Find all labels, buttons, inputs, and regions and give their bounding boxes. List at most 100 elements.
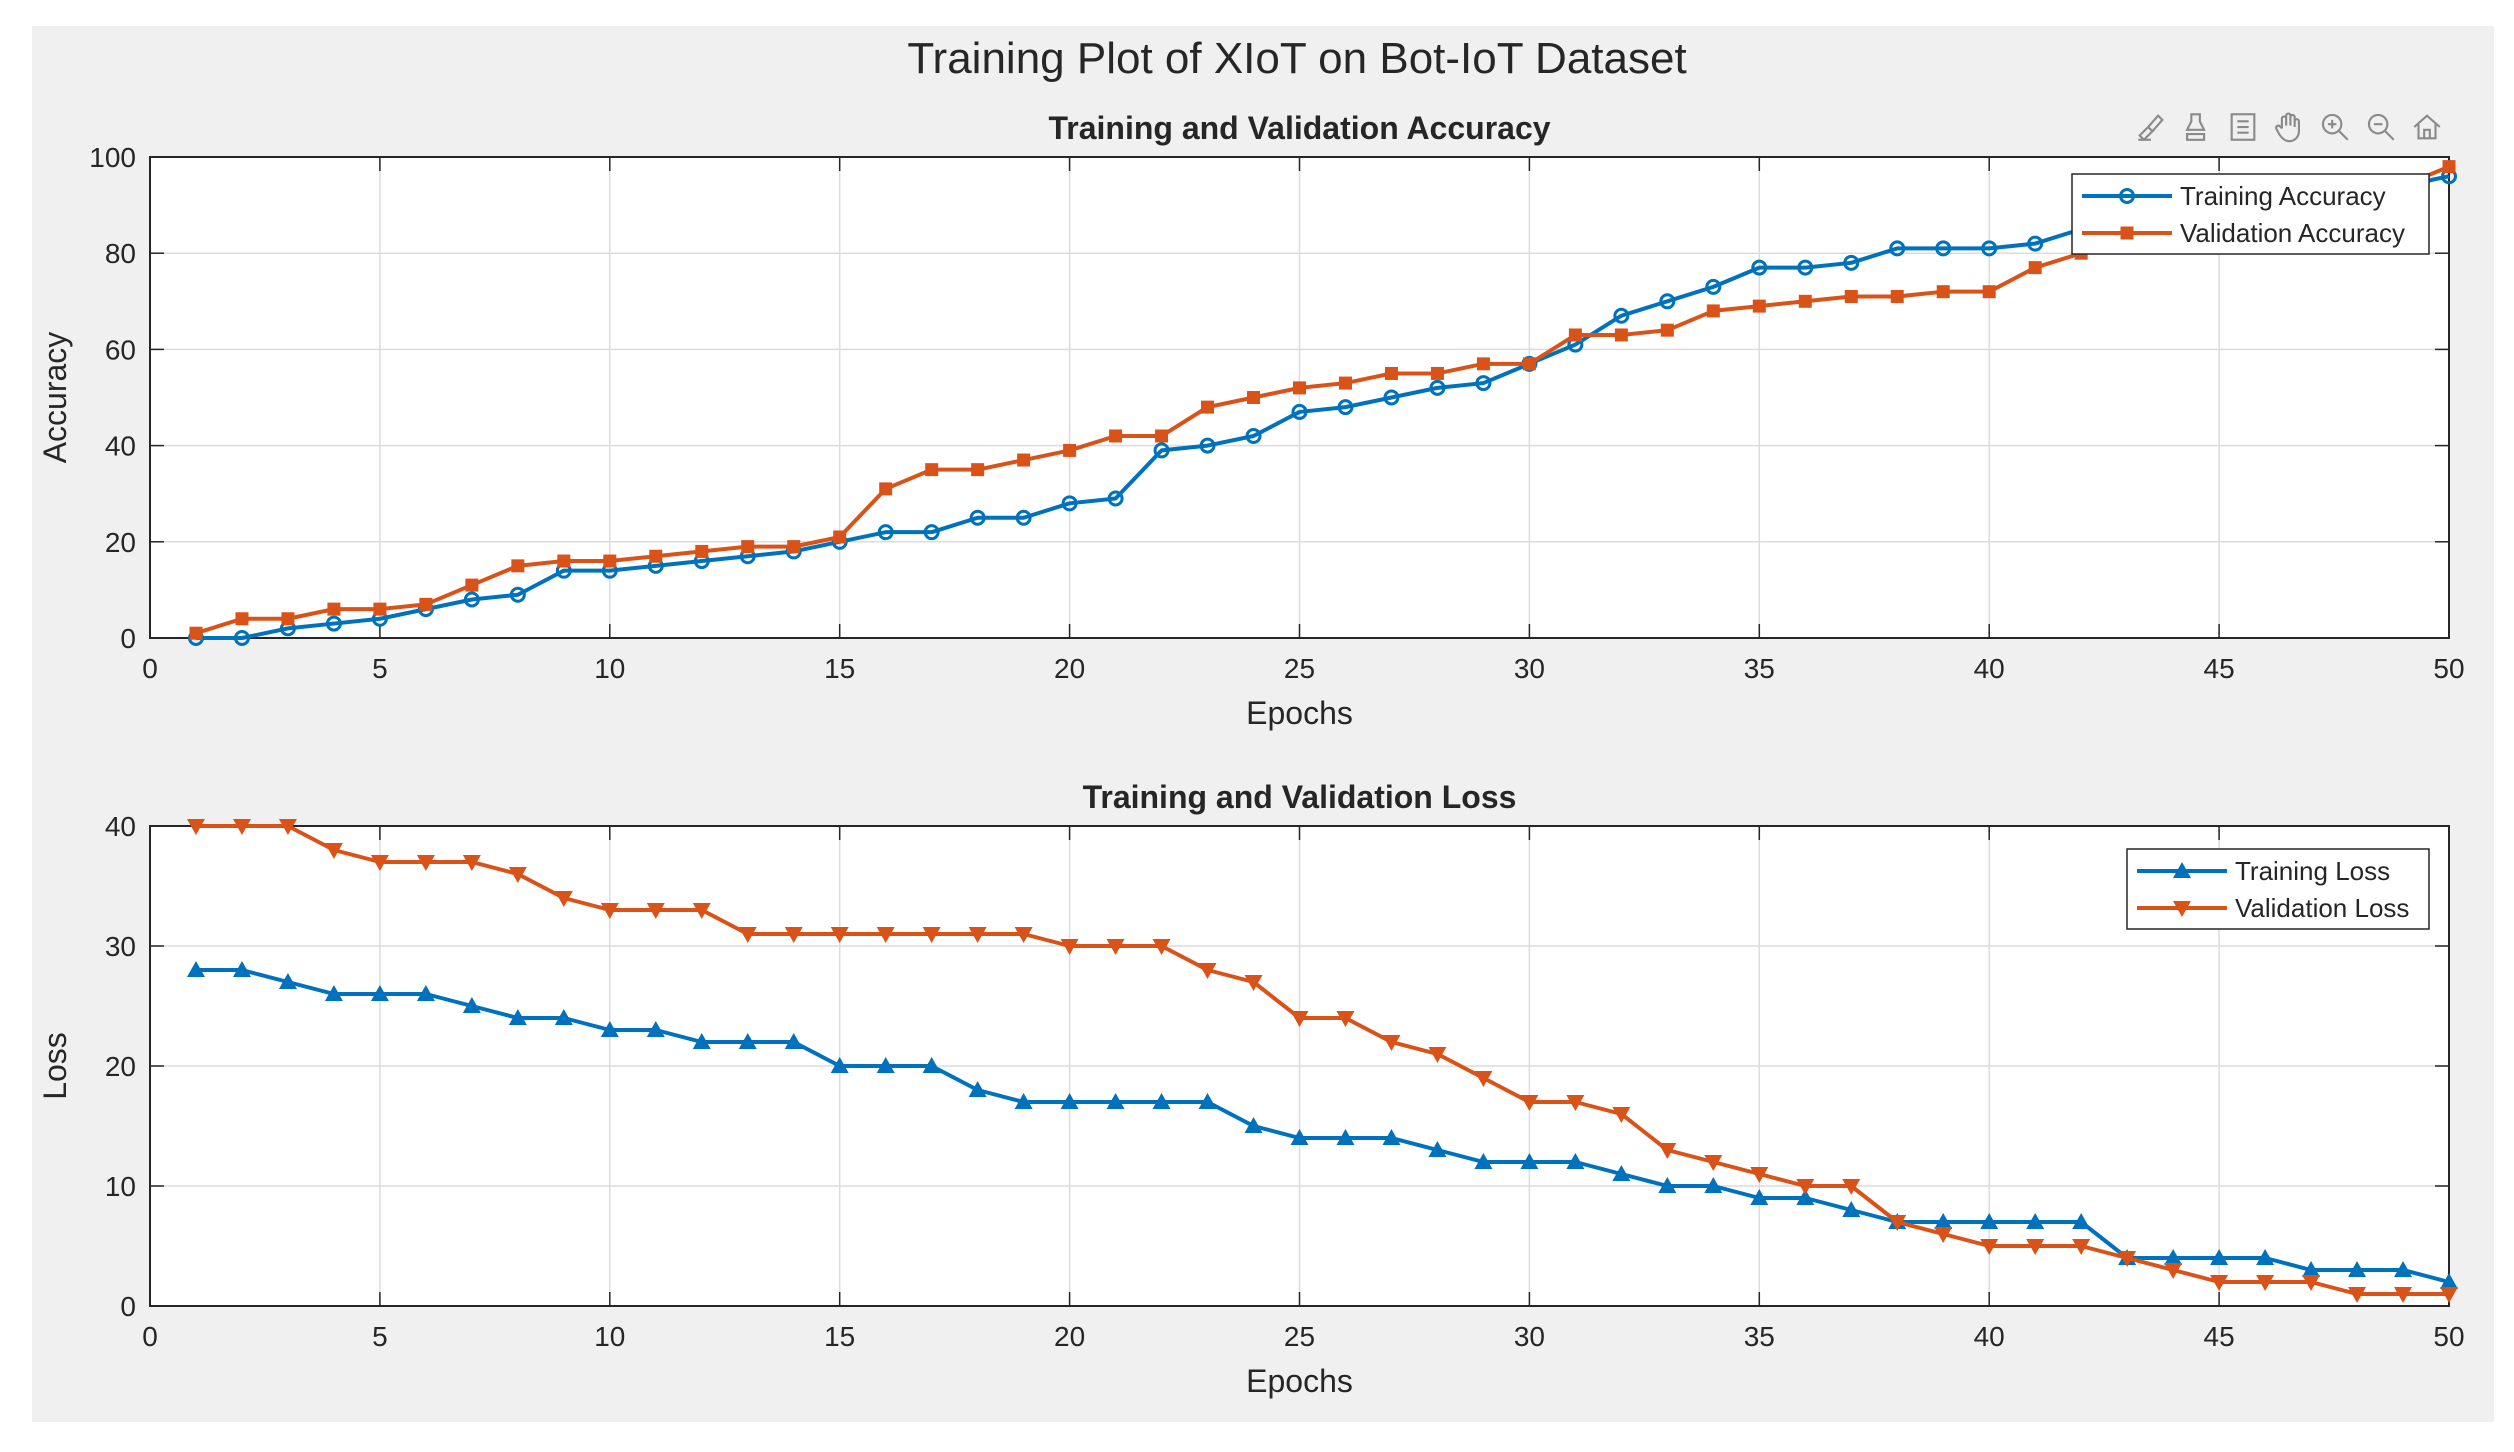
x-tick-label: 50 xyxy=(2433,1321,2464,1352)
x-tick-label: 35 xyxy=(1744,653,1775,684)
training-loss-point xyxy=(2026,1213,2045,1229)
legend[interactable]: Training Accuracy Validation Accuracy xyxy=(2071,173,2430,255)
validation-loss-point xyxy=(1980,1239,1999,1255)
validation-loss-point xyxy=(1428,1047,1447,1063)
validation-loss-point xyxy=(1888,1215,1907,1231)
training-loss-point xyxy=(2164,1249,2183,1265)
validation-accuracy-point xyxy=(1568,328,1582,342)
validation-loss-point xyxy=(1520,1095,1539,1111)
training-accuracy-point xyxy=(1383,389,1400,406)
y-tick-label: 20 xyxy=(105,527,136,558)
validation-accuracy-point xyxy=(557,554,571,568)
legend[interactable]: Training Loss Validation Loss xyxy=(2126,848,2430,930)
zoom-in-icon[interactable] xyxy=(2316,108,2354,146)
validation-accuracy-point xyxy=(971,463,985,477)
training-loss-point xyxy=(1382,1129,1401,1145)
y-tick-label: 0 xyxy=(120,623,136,654)
training-loss-point xyxy=(1750,1189,1769,1205)
validation-accuracy-line xyxy=(195,164,2450,636)
x-tick-label: 5 xyxy=(372,1321,388,1352)
training-accuracy-point xyxy=(1613,307,1630,324)
y-tick-label: 0 xyxy=(120,1291,136,1322)
validation-accuracy-point xyxy=(511,559,525,573)
y-tick-label: 100 xyxy=(89,142,136,173)
training-loss-point xyxy=(1612,1165,1631,1181)
x-tick-label: 25 xyxy=(1284,653,1315,684)
training-loss-point xyxy=(922,1057,941,1073)
x-tick-label: 25 xyxy=(1284,1321,1315,1352)
training-loss-point xyxy=(692,1033,711,1049)
validation-loss-point xyxy=(2072,1239,2091,1255)
validation-accuracy-point xyxy=(787,540,801,554)
training-loss-point xyxy=(1060,1093,1079,1109)
training-loss-point xyxy=(1014,1093,1033,1109)
legend-icon[interactable] xyxy=(2224,108,2262,146)
training-loss-point xyxy=(1520,1153,1539,1169)
validation-loss-point xyxy=(646,903,665,919)
y-tick-label: 20 xyxy=(105,1051,136,1082)
validation-loss-point xyxy=(600,903,619,919)
y-tick-label: 10 xyxy=(105,1171,136,1202)
y-tick-label: 80 xyxy=(105,238,136,269)
x-tick-label: 45 xyxy=(2204,653,2235,684)
validation-loss-point xyxy=(968,927,987,943)
validation-loss-point xyxy=(1566,1095,1585,1111)
training-loss-point xyxy=(1244,1117,1263,1133)
home-icon[interactable] xyxy=(2408,108,2446,146)
data-tips-icon[interactable] xyxy=(2178,108,2216,146)
training-loss-point xyxy=(324,985,343,1001)
legend-marker-validation-accuracy xyxy=(2120,226,2134,240)
training-loss-point xyxy=(1796,1189,1815,1205)
validation-loss-point xyxy=(1934,1227,1953,1243)
validation-loss-point xyxy=(692,903,711,919)
y-axis-label: Accuracy xyxy=(37,332,73,464)
training-accuracy-point xyxy=(325,615,342,632)
training-accuracy-point xyxy=(463,591,480,608)
training-accuracy-point xyxy=(1475,375,1492,392)
x-tick-label: 10 xyxy=(594,653,625,684)
figure-canvas: Training Plot of XIoT on Bot-IoT Dataset… xyxy=(37,34,2465,1399)
validation-accuracy-point xyxy=(1247,391,1261,404)
validation-loss-point xyxy=(1014,927,1033,943)
validation-loss-point xyxy=(2026,1239,2045,1255)
x-tick-label: 30 xyxy=(1514,653,1545,684)
validation-accuracy-point xyxy=(1752,299,1766,313)
brush-icon[interactable] xyxy=(2132,108,2170,146)
validation-loss-point xyxy=(1612,1107,1631,1123)
training-accuracy-point xyxy=(1797,259,1814,276)
validation-loss-point xyxy=(1382,1035,1401,1051)
validation-loss-point xyxy=(1474,1071,1493,1087)
training-loss-point xyxy=(2348,1261,2367,1277)
y-tick-label: 40 xyxy=(105,811,136,842)
validation-loss-point xyxy=(922,927,941,943)
training-loss-point xyxy=(968,1081,987,1097)
validation-accuracy-point xyxy=(1017,453,1031,467)
validation-accuracy-point xyxy=(833,530,847,544)
training-accuracy-point xyxy=(1199,437,1216,454)
training-loss-point xyxy=(1934,1213,1953,1229)
training-loss-point xyxy=(1428,1141,1447,1157)
training-loss-point xyxy=(784,1033,803,1049)
validation-accuracy-point xyxy=(695,544,709,558)
training-loss-point xyxy=(462,997,481,1013)
training-accuracy-point xyxy=(1015,509,1032,526)
validation-accuracy-point xyxy=(281,612,295,626)
validation-loss-point xyxy=(830,927,849,943)
validation-loss-point xyxy=(1750,1167,1769,1183)
axes-toolbar xyxy=(2132,108,2446,146)
training-accuracy-point xyxy=(233,630,250,646)
validation-accuracy-point xyxy=(1155,429,1169,443)
zoom-out-icon[interactable] xyxy=(2362,108,2400,146)
training-accuracy-point xyxy=(1751,259,1768,276)
training-accuracy-point xyxy=(923,524,940,541)
validation-loss-point xyxy=(186,819,205,835)
axes-box xyxy=(149,156,2450,639)
pan-icon[interactable] xyxy=(2270,108,2308,146)
validation-loss-point xyxy=(1796,1179,1815,1195)
x-tick-label: 30 xyxy=(1514,1321,1545,1352)
validation-accuracy-point xyxy=(1201,400,1215,414)
validation-accuracy-point xyxy=(189,626,203,640)
validation-loss-point xyxy=(2164,1263,2183,1279)
validation-loss-point xyxy=(876,927,895,943)
validation-loss-point xyxy=(278,819,297,835)
